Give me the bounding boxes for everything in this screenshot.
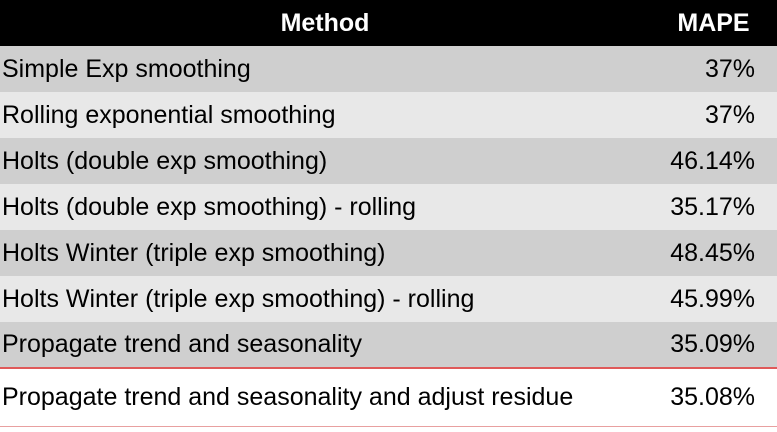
method-cell: Rolling exponential smoothing [0,92,650,138]
table-row: Propagate trend and seasonality and adju… [0,367,777,427]
mape-cell: 46.14% [650,138,777,184]
mape-cell: 37% [650,46,777,92]
method-cell: Propagate trend and seasonality [0,322,650,368]
header-method: Method [0,0,650,46]
table-row: Holts Winter (triple exp smoothing) - ro… [0,276,777,322]
table-row: Holts Winter (triple exp smoothing) 48.4… [0,230,777,276]
table-row: Holts (double exp smoothing) 46.14% [0,138,777,184]
table-row: Rolling exponential smoothing 37% [0,92,777,138]
header-mape: MAPE [650,0,777,46]
mape-cell: 37% [650,92,777,138]
mape-cell: 35.17% [650,184,777,230]
table-row: Holts (double exp smoothing) - rolling 3… [0,184,777,230]
method-cell: Holts Winter (triple exp smoothing) - ro… [0,276,650,322]
method-cell: Holts Winter (triple exp smoothing) [0,230,650,276]
method-cell: Simple Exp smoothing [0,46,650,92]
mape-cell: 45.99% [650,276,777,322]
table-row: Simple Exp smoothing 37% [0,46,777,92]
mape-cell: 48.45% [650,230,777,276]
method-cell: Propagate trend and seasonality and adju… [0,367,650,427]
table-row: Propagate trend and seasonality 35.09% [0,322,777,368]
method-cell: Holts (double exp smoothing) [0,138,650,184]
method-cell: Holts (double exp smoothing) - rolling [0,184,650,230]
mape-cell: 35.09% [650,322,777,368]
table-header-row: Method MAPE [0,0,777,46]
mape-cell: 35.08% [650,367,777,427]
